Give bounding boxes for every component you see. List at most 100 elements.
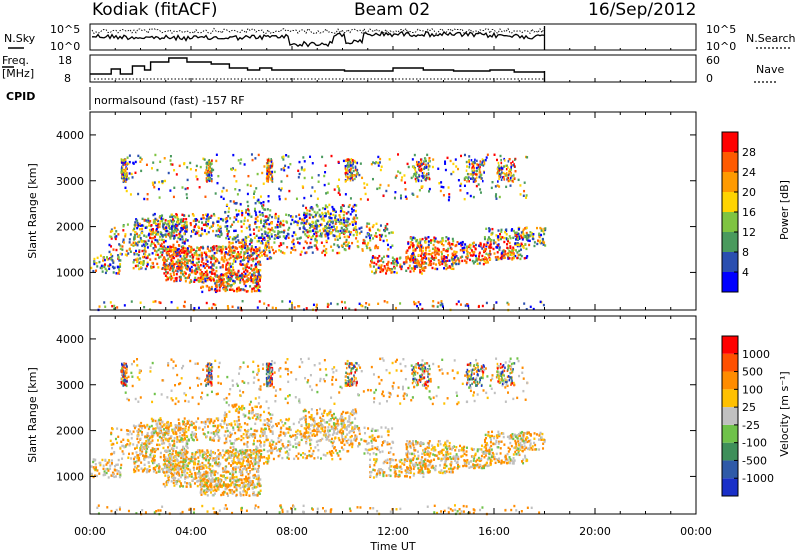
- echo-pixel: [178, 251, 180, 253]
- echo-pixel: [144, 426, 146, 428]
- echo-pixel: [165, 227, 167, 229]
- echo-pixel: [207, 220, 209, 222]
- echo-pixel: [165, 275, 167, 277]
- echo-pixel: [122, 229, 124, 231]
- echo-pixel: [286, 175, 288, 177]
- echo-pixel: [405, 252, 407, 254]
- echo-pixel: [509, 158, 511, 160]
- echo-pixel: [267, 164, 269, 166]
- echo-pixel: [259, 247, 261, 249]
- echo-pixel: [110, 432, 112, 434]
- echo-pixel: [187, 187, 189, 189]
- echo-pixel: [184, 264, 186, 266]
- echo-pixel: [525, 248, 527, 250]
- echo-pixel: [312, 162, 314, 164]
- echo-pixel: [289, 300, 291, 302]
- echo-pixel: [387, 261, 389, 263]
- echo-pixel: [112, 266, 114, 268]
- nsky-ytick-bottom: 10^0: [50, 40, 80, 53]
- echo-pixel: [478, 255, 480, 257]
- echo-pixel: [380, 224, 382, 226]
- echo-pixel: [151, 224, 153, 226]
- echo-pixel: [208, 307, 210, 309]
- echo-pixel: [159, 223, 161, 225]
- echo-pixel: [159, 161, 161, 163]
- echo-pixel: [152, 182, 154, 184]
- echo-pixel: [343, 223, 345, 225]
- echo-pixel: [303, 222, 305, 224]
- echo-pixel: [481, 163, 483, 165]
- echo-pixel: [324, 208, 326, 210]
- echo-pixel: [225, 483, 227, 485]
- echo-pixel: [263, 220, 265, 222]
- echo-pixel: [204, 158, 206, 160]
- echo-pixel: [466, 261, 468, 263]
- echo-pixel: [209, 271, 211, 273]
- echo-pixel: [117, 233, 119, 235]
- echo-pixel: [366, 247, 368, 249]
- echo-pixel: [512, 161, 514, 163]
- echo-pixel: [186, 472, 188, 474]
- echo-pixel: [205, 256, 207, 258]
- echo-pixel: [119, 471, 121, 473]
- echo-pixel: [133, 267, 135, 269]
- echo-pixel: [105, 468, 107, 470]
- echo-pixel: [475, 257, 477, 259]
- echo-pixel: [375, 263, 377, 265]
- echo-pixel: [277, 218, 279, 220]
- echo-pixel: [481, 255, 483, 257]
- echo-pixel: [345, 167, 347, 169]
- echo-pixel: [142, 264, 144, 266]
- echo-pixel: [321, 156, 323, 158]
- echo-pixel: [173, 215, 175, 217]
- echo-pixel: [302, 231, 304, 233]
- echo-pixel: [394, 267, 396, 269]
- echo-pixel: [123, 179, 125, 181]
- echo-pixel: [325, 248, 327, 250]
- echo-pixel: [445, 262, 447, 264]
- echo-pixel: [330, 213, 332, 215]
- echo-pixel: [136, 438, 138, 440]
- echo-pixel: [175, 483, 177, 485]
- echo-pixel: [145, 219, 147, 221]
- echo-pixel: [234, 216, 236, 218]
- echo-pixel: [312, 251, 314, 253]
- echo-pixel: [170, 464, 172, 466]
- colorbar-segment: [722, 192, 738, 212]
- echo-pixel: [203, 217, 205, 219]
- echo-pixel: [153, 461, 155, 463]
- echo-pixel: [401, 179, 403, 181]
- echo-pixel: [345, 165, 347, 167]
- echo-pixel: [115, 238, 117, 240]
- echo-pixel: [229, 289, 231, 291]
- echo-pixel: [350, 231, 352, 233]
- echo-pixel: [223, 285, 225, 287]
- nsky-label: N.Sky: [4, 32, 36, 45]
- echo-pixel: [214, 252, 216, 254]
- echo-pixel: [329, 232, 331, 234]
- echo-pixel: [498, 178, 500, 180]
- echo-pixel: [237, 466, 239, 468]
- echo-pixel: [425, 262, 427, 264]
- colorbar-tick-label: 12: [742, 226, 756, 239]
- echo-pixel: [410, 255, 412, 257]
- echo-pixel: [180, 457, 182, 459]
- echo-pixel: [415, 170, 417, 172]
- echo-pixel: [328, 212, 330, 214]
- echo-pixel: [333, 209, 335, 211]
- echo-pixel: [365, 236, 367, 238]
- echo-pixel: [148, 234, 150, 236]
- echo-pixel: [287, 155, 289, 157]
- echo-pixel: [162, 246, 164, 248]
- echo-pixel: [125, 180, 127, 182]
- echo-pixel: [225, 237, 227, 239]
- echo-pixel: [95, 463, 97, 465]
- echo-pixel: [106, 256, 108, 258]
- echo-pixel: [379, 187, 381, 189]
- echo-pixel: [164, 180, 166, 182]
- echo-pixel: [438, 253, 440, 255]
- echo-pixel: [299, 242, 301, 244]
- echo-pixel: [184, 301, 186, 303]
- echo-pixel: [250, 216, 252, 218]
- echo-pixel: [416, 173, 418, 175]
